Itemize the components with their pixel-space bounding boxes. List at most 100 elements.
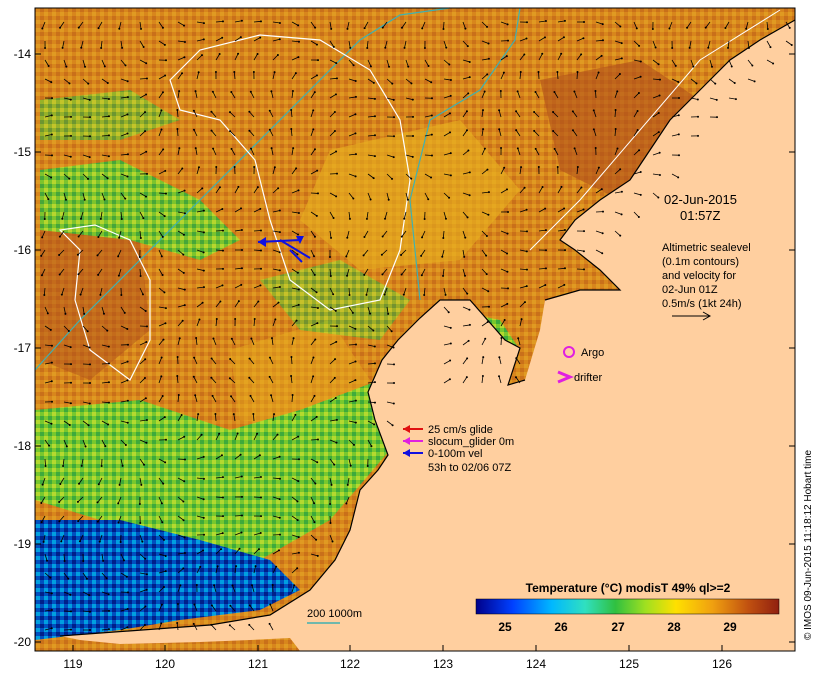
velocity-arrow	[158, 339, 164, 346]
velocity-arrow	[101, 134, 110, 137]
velocity-arrow	[652, 59, 659, 65]
velocity-arrow-head	[580, 53, 583, 56]
velocity-arrow	[519, 167, 522, 175]
velocity-arrow-head	[47, 64, 50, 67]
velocity-arrow	[82, 344, 90, 348]
velocity-arrow-head	[534, 90, 537, 93]
velocity-arrow-head	[117, 502, 120, 505]
velocity-arrow-head	[427, 65, 430, 68]
velocity-arrow-head	[63, 559, 66, 562]
velocity-arrow-head	[619, 25, 622, 28]
velocity-arrow-head	[87, 177, 90, 180]
velocity-arrow-head	[354, 95, 357, 98]
velocity-arrow-head	[69, 363, 72, 366]
velocity-arrow	[462, 249, 465, 257]
velocity-arrow	[329, 59, 337, 64]
velocity-arrow-head	[403, 46, 406, 49]
velocity-arrow	[62, 40, 65, 48]
velocity-arrow	[424, 173, 432, 178]
velocity-arrow-head	[714, 82, 717, 85]
velocity-arrow	[515, 110, 521, 118]
velocity-arrow-head	[273, 71, 276, 74]
velocity-arrow	[118, 515, 122, 523]
velocity-arrow	[82, 610, 91, 613]
velocity-arrow-head	[658, 78, 661, 81]
velocity-arrow	[139, 624, 146, 631]
velocity-arrow-head	[228, 624, 231, 627]
velocity-arrow	[766, 40, 771, 48]
velocity-arrow-head	[248, 129, 251, 132]
velocity-arrow-head	[160, 356, 163, 359]
velocity-arrow-head	[552, 129, 555, 132]
velocity-arrow-head	[313, 273, 316, 276]
velocity-arrow-head	[525, 37, 528, 40]
velocity-arrow	[97, 249, 103, 256]
velocity-arrow	[158, 322, 166, 327]
velocity-arrow-head	[126, 360, 129, 363]
velocity-arrow	[44, 59, 49, 67]
velocity-arrow-head	[50, 627, 53, 630]
velocity-arrow	[139, 359, 146, 365]
velocity-arrow-head	[423, 46, 426, 49]
velocity-arrow	[405, 192, 409, 200]
velocity-arrow	[291, 552, 299, 555]
velocity-arrow	[462, 192, 470, 196]
velocity-arrow	[347, 21, 350, 29]
velocity-arrow	[215, 249, 224, 252]
velocity-arrow-head	[183, 435, 186, 438]
velocity-arrow-head	[315, 538, 318, 541]
velocity-arrow	[120, 608, 128, 612]
velocity-arrow	[177, 534, 185, 538]
velocity-arrow-head	[751, 64, 754, 67]
velocity-arrow-head	[387, 198, 390, 201]
velocity-arrow	[535, 148, 540, 156]
velocity-arrow-head	[215, 166, 218, 169]
velocity-arrow-head	[197, 166, 200, 169]
velocity-arrow	[291, 304, 299, 308]
velocity-arrow-head	[141, 540, 144, 543]
velocity-arrow	[481, 211, 489, 216]
velocity-arrow-head	[161, 395, 164, 398]
velocity-arrow-head	[278, 455, 281, 458]
velocity-arrow	[158, 458, 166, 463]
velocity-arrow	[233, 71, 236, 80]
velocity-arrow	[652, 112, 659, 118]
velocity-arrow	[272, 286, 280, 289]
velocity-arrow-head	[346, 483, 349, 486]
velocity-arrow-head	[465, 129, 468, 132]
velocity-arrow	[519, 54, 525, 61]
velocity-arrow	[345, 249, 350, 257]
velocity-arrow	[193, 623, 198, 631]
velocity-arrow-head	[525, 230, 528, 233]
velocity-arrow-head	[407, 65, 410, 68]
velocity-arrow-head	[499, 90, 502, 93]
velocity-arrow-head	[176, 622, 179, 625]
velocity-arrow-head	[657, 112, 660, 115]
velocity-arrow-head	[270, 90, 273, 93]
velocity-arrow-head	[346, 274, 349, 277]
velocity-arrow-head	[463, 274, 466, 277]
velocity-arrow-head	[481, 109, 484, 112]
velocity-arrow	[211, 358, 217, 365]
velocity-arrow	[310, 306, 318, 309]
velocity-arrow-head	[316, 59, 319, 62]
velocity-arrow	[500, 230, 508, 234]
velocity-arrow	[462, 324, 470, 327]
velocity-arrow-head	[576, 71, 579, 74]
velocity-arrow	[82, 78, 89, 84]
velocity-arrow	[481, 338, 486, 346]
velocity-arrow	[481, 110, 484, 118]
velocity-arrow	[291, 496, 298, 502]
velocity-arrow	[139, 94, 147, 99]
velocity-arrow-head	[466, 292, 469, 295]
velocity-arrow	[519, 319, 522, 327]
velocity-arrow-head	[769, 46, 772, 49]
velocity-arrow-head	[145, 77, 148, 80]
velocity-arrow	[401, 268, 407, 275]
velocity-arrow-head	[76, 500, 79, 503]
velocity-arrow	[348, 306, 354, 314]
velocity-arrow-head	[449, 326, 452, 329]
velocity-arrow-head	[766, 27, 769, 30]
velocity-arrow-head	[333, 463, 336, 466]
velocity-arrow-head	[692, 65, 695, 68]
